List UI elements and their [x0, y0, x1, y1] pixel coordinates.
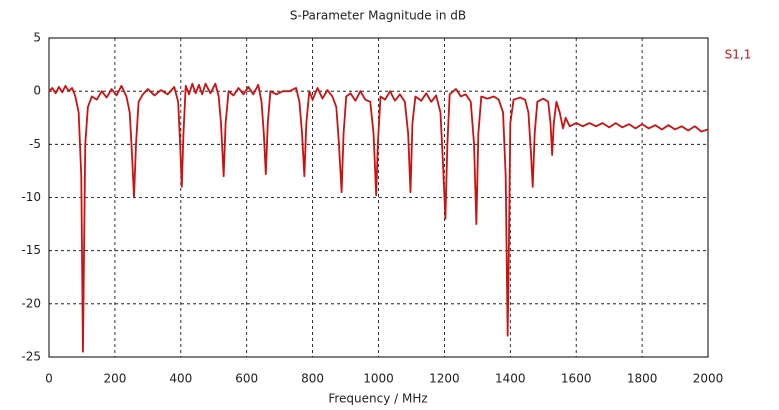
x-tick-label: 1200	[429, 372, 460, 386]
x-tick-label: 200	[103, 372, 126, 386]
y-tick-label: -10	[21, 190, 41, 204]
y-tick-label: -20	[21, 296, 41, 310]
chart-title: S-Parameter Magnitude in dB	[290, 9, 466, 23]
x-tick-label: 1600	[561, 372, 592, 386]
x-tick-label: 1800	[627, 372, 658, 386]
data-line	[48, 82, 709, 353]
y-tick-label: -15	[21, 243, 41, 257]
x-tick-label: 400	[169, 372, 192, 386]
y-tick-label: 0	[33, 84, 41, 98]
y-tick-label: 5	[33, 31, 41, 45]
x-tick-label: 1000	[363, 372, 394, 386]
x-tick-label: 0	[45, 372, 53, 386]
x-tick-label: 600	[235, 372, 258, 386]
x-tick-label: 2000	[693, 372, 724, 386]
x-tick-label: 1400	[495, 372, 526, 386]
y-tick-label: -25	[21, 350, 41, 364]
y-tick-label: -5	[29, 137, 41, 151]
x-axis-label: Frequency / MHz	[328, 392, 427, 406]
legend-entry: S1,1	[725, 48, 752, 62]
x-tick-label: 800	[301, 372, 324, 386]
